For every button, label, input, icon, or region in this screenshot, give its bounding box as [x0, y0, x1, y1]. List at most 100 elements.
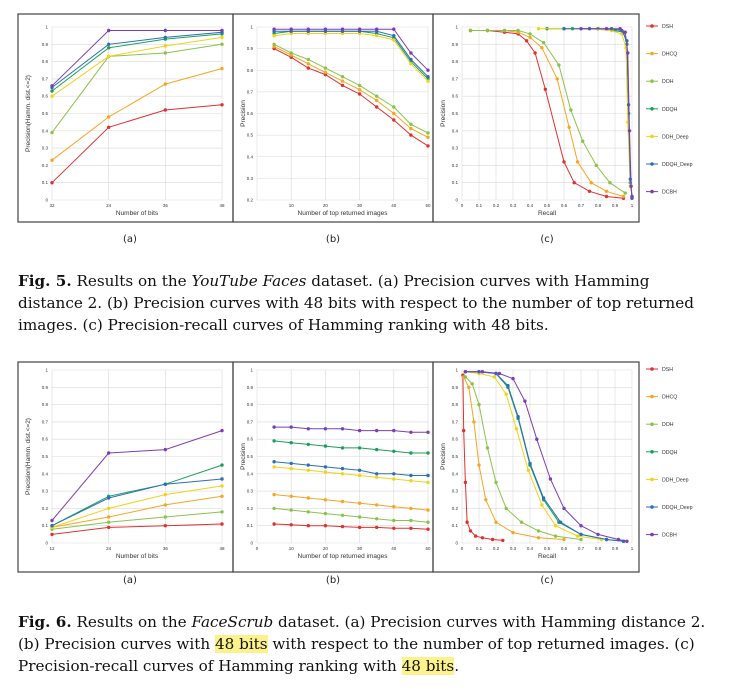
fig5a-ytick-label: 0	[45, 198, 48, 203]
fig5c-point-DOH	[541, 40, 546, 45]
fig5a-point-DDQH_Deep	[163, 35, 167, 40]
fig6c-point-DCBH	[562, 506, 566, 511]
fig5b-line-DDQH_Deep	[274, 30, 429, 78]
fig6c-point-DOH	[463, 375, 468, 379]
fig5a-point-DDH_Deep	[50, 94, 54, 98]
fig5c-legend-marker-DHCQ	[650, 51, 654, 56]
fig5b-point-DDQH_Deep	[392, 34, 396, 38]
fig5c-line-DCBH	[581, 28, 633, 199]
fig5c-xtick-label: 0.9	[612, 203, 619, 208]
fig5a-ytick-label: 0.4	[42, 128, 49, 133]
fig6b-point-DCBH	[340, 427, 345, 431]
fig6-caption-label: Fig. 6.	[18, 613, 72, 631]
fig5a-ytick-label: 0.5	[42, 111, 49, 116]
fig5c-xtick-label: 0	[461, 203, 464, 208]
fig6b-point-DDQH	[392, 449, 396, 453]
fig5b-point-DCBH	[375, 27, 379, 31]
fig6a-point-DCBH	[50, 518, 54, 523]
fig6b-point-DSH	[357, 525, 362, 530]
fig6a-line-DDQH	[51, 464, 223, 527]
fig5a-point-DHCQ	[163, 82, 167, 86]
fig6b-point-DDQH_Deep	[375, 472, 379, 476]
fig5c-point-DSH	[562, 160, 566, 164]
fig5c-line-DDQH	[547, 28, 633, 197]
fig6c-point-DCBH	[511, 376, 515, 381]
fig6c-point-DSH	[463, 480, 468, 485]
fig6a-point-DOH	[107, 520, 111, 524]
fig5b-point-DOH	[289, 51, 293, 55]
fig6b-point-DOH	[375, 517, 379, 521]
fig6c-xtick-label: 0.5	[544, 546, 551, 551]
fig5b-point-DSH	[340, 83, 345, 88]
fig6c-ytick-label: 0.1	[452, 523, 459, 528]
fig5c-point-DCBH	[623, 30, 627, 34]
fig5b-point-DSH	[392, 118, 396, 122]
fig5b-point-DOH	[426, 131, 430, 135]
fig6c-point-DCBH	[616, 537, 621, 542]
fig6-label-c: (c)	[540, 575, 554, 586]
fig5c-point-DOH	[581, 139, 585, 143]
fig6a-point-DHCQ	[220, 494, 224, 498]
fig6b-point-DDH_Deep	[375, 475, 379, 479]
fig5b-xtick-label: 10	[289, 203, 295, 208]
fig6b-point-DDQH_Deep	[323, 465, 328, 469]
fig6b-line-DDH_Deep	[274, 466, 429, 483]
fig6c-ytick-label: 0.7	[452, 419, 459, 424]
fig5b-point-DOH	[272, 42, 276, 46]
fig6b-point-DCBH	[392, 428, 396, 433]
fig5c-xtick-label: 0.1	[476, 203, 483, 208]
fig5c-point-DOH	[623, 191, 627, 195]
fig6c-legend-marker-DDQH_Deep	[650, 505, 654, 509]
fig5a-ylabel: Precision(Hamm. dist.<=2)	[25, 75, 32, 152]
fig6b-line-DCBH	[274, 426, 428, 433]
fig5a-line-DHCQ	[51, 68, 223, 161]
fig5b-ytick-label: 1	[250, 25, 253, 30]
fig5c-legend-label-DCBH: DCBH	[662, 190, 677, 196]
fig5c-legend-label-DDQH_Deep: DDQH_Deep	[662, 162, 693, 168]
fig6b-point-DHCQ	[392, 505, 396, 509]
fig6a-ytick-label: 0.1	[42, 523, 49, 528]
fig5b-point-DOH	[306, 57, 310, 62]
fig6b-point-DDQH_Deep	[289, 461, 293, 466]
fig6c-point-DSH	[501, 538, 505, 543]
fig5c-point-DOH	[502, 28, 507, 33]
fig6c-point-DSH	[462, 428, 466, 433]
fig5a-xtick-label: 24	[106, 203, 112, 208]
fig5b-line-DSH	[273, 48, 429, 147]
fig6c-point-DHCQ	[511, 530, 515, 535]
fig5b-point-DCBH	[289, 27, 293, 31]
fig6b-point-DCBH	[323, 427, 328, 431]
fig6b-point-DOH	[289, 508, 293, 512]
fig6c-point-DOH	[519, 520, 524, 524]
fig6c-point-DHCQ	[484, 498, 488, 502]
fig6a-xtick-label: 24	[106, 546, 112, 551]
fig5c-point-DSH	[533, 51, 537, 55]
fig5b-point-DCBH	[409, 51, 413, 55]
fig6b-point-DSH	[272, 522, 276, 526]
fig5a-point-DHCQ	[107, 115, 111, 119]
fig5b-point-DHCQ	[392, 111, 396, 116]
fig6a-point-DDH_Deep	[107, 506, 111, 511]
fig5a-xtick-label: 48	[219, 203, 225, 208]
fig6a-ytick-label: 0.8	[42, 402, 49, 407]
fig6c-legend-marker-DDQH	[650, 450, 654, 454]
fig5a-point-DDQH_Deep	[107, 42, 111, 46]
fig6a-ytick-label: 0.5	[42, 454, 49, 459]
fig5b-point-DSH	[306, 66, 310, 70]
fig6b-point-DHCQ	[357, 501, 362, 505]
fig6c-legend-label-DDQH_Deep: DDQH_Deep	[662, 505, 693, 511]
fig6b-ytick-label: 0.3	[247, 489, 254, 494]
fig6c-point-DHCQ	[477, 463, 481, 467]
fig5c-point-DOH	[569, 108, 573, 112]
fig6b-point-DCBH	[426, 430, 430, 434]
fig6c-xtick-label: 0.3	[510, 546, 517, 551]
fig5c-point-DOH	[516, 28, 520, 33]
fig6-caption-highlight-2: 48 bits	[401, 657, 455, 675]
fig6c-point-DDQH_Deep	[558, 520, 563, 524]
fig6c-point-DOH	[536, 529, 541, 533]
fig6c-ytick-label: 0.6	[452, 437, 459, 442]
fig5c-legend-label-DDQH: DDQH	[662, 107, 678, 113]
fig6c-line-DSH	[462, 375, 503, 541]
fig5b-point-DCBH	[426, 68, 430, 72]
fig6c-point-DCBH	[480, 370, 485, 374]
